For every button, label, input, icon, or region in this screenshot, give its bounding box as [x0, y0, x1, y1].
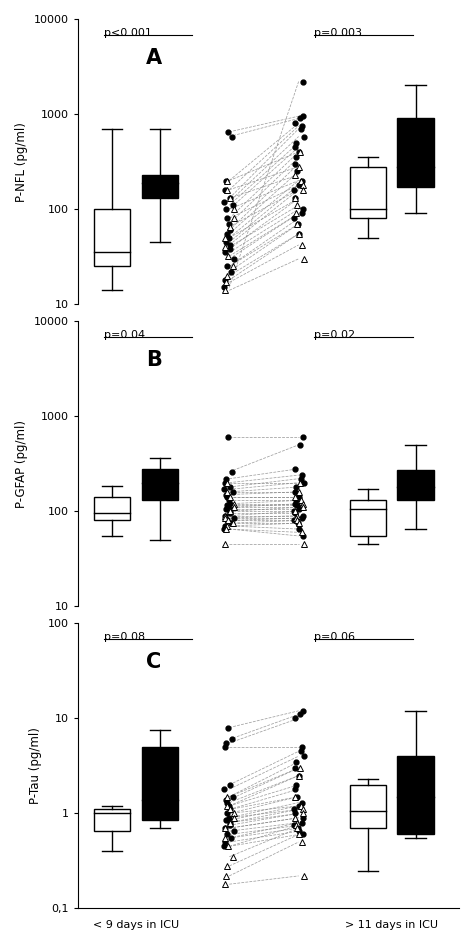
Text: p=0.003: p=0.003: [314, 27, 362, 38]
Text: < 9 days in ICU: < 9 days in ICU: [93, 920, 179, 930]
Bar: [350, 167, 386, 219]
Y-axis label: P-GFAP (pg/ml): P-GFAP (pg/ml): [15, 420, 28, 508]
Text: p=0.08: p=0.08: [104, 632, 146, 642]
Bar: [94, 497, 130, 521]
Bar: [350, 785, 386, 828]
Y-axis label: P-Tau (pg/ml): P-Tau (pg/ml): [29, 727, 42, 804]
Text: A: A: [146, 47, 163, 68]
Bar: [142, 747, 178, 820]
Bar: [142, 469, 178, 500]
Bar: [142, 175, 178, 199]
Text: p=0.06: p=0.06: [314, 632, 355, 642]
Text: p=0.04: p=0.04: [104, 330, 146, 340]
Bar: [398, 470, 434, 500]
Text: C: C: [146, 652, 162, 672]
Text: p=0.02: p=0.02: [314, 330, 355, 340]
Bar: [398, 119, 434, 187]
Bar: [350, 500, 386, 536]
Bar: [398, 756, 434, 835]
Bar: [94, 809, 130, 831]
Y-axis label: P-NFL (pg/ml): P-NFL (pg/ml): [15, 122, 28, 202]
Text: p<0.001: p<0.001: [104, 27, 152, 38]
Bar: [94, 209, 130, 267]
Text: > 11 days in ICU: > 11 days in ICU: [346, 920, 438, 930]
Text: B: B: [146, 349, 162, 369]
